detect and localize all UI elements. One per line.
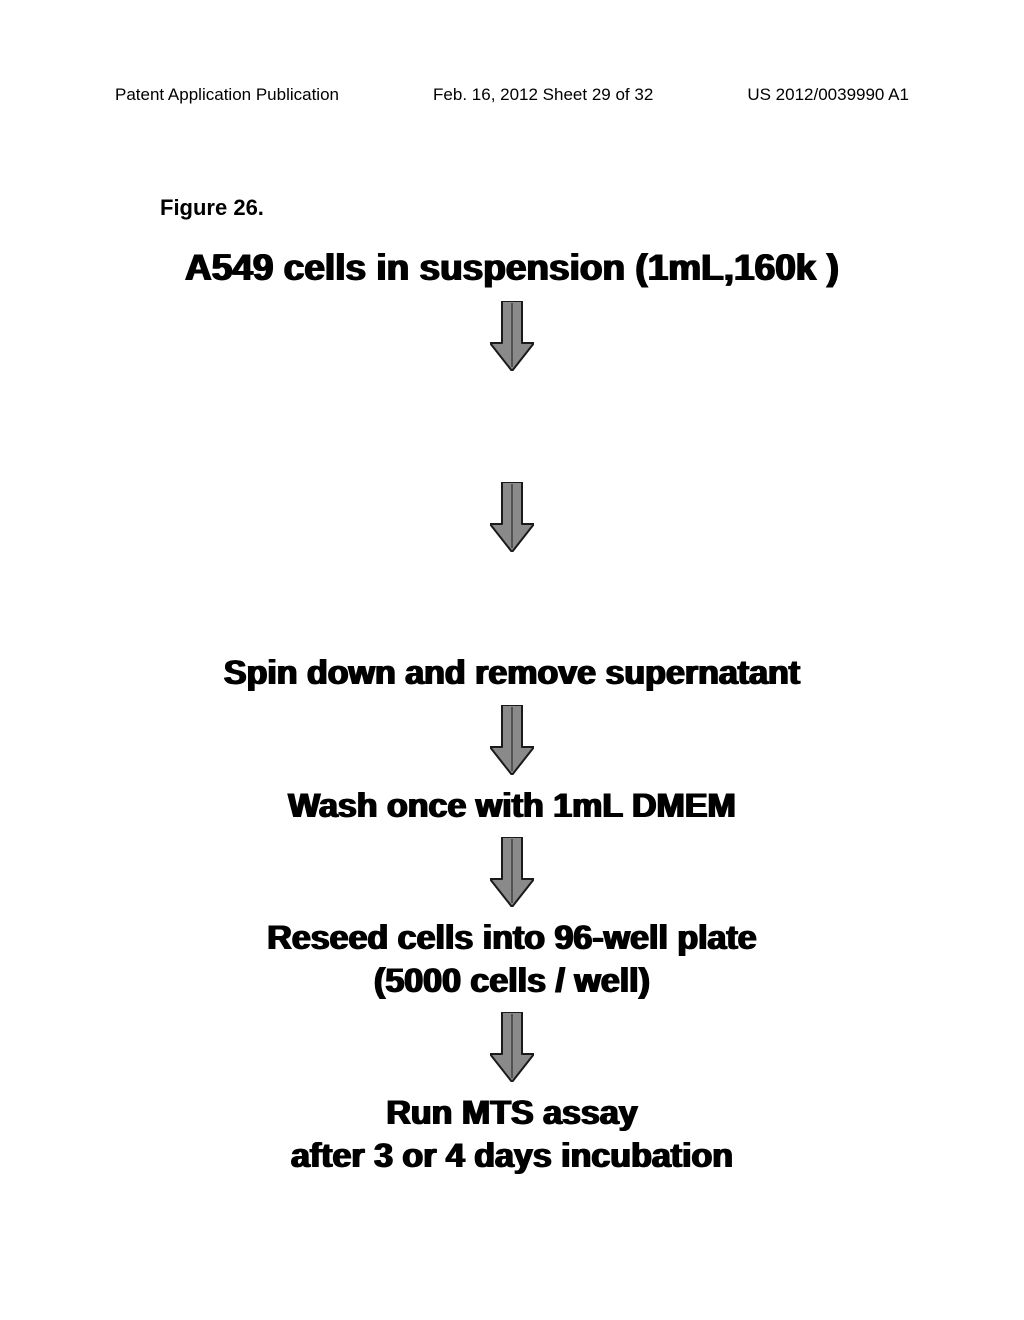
down-arrow-icon (490, 837, 534, 907)
patent-header: Patent Application Publication Feb. 16, … (115, 85, 909, 105)
flowchart-step: Spin down and remove supernatant (224, 652, 800, 695)
flowchart-step: Wash once with 1mL DMEM (288, 785, 736, 828)
down-arrow-icon (490, 301, 534, 371)
header-center: Feb. 16, 2012 Sheet 29 of 32 (433, 85, 653, 105)
figure-label: Figure 26. (160, 195, 264, 221)
down-arrow-icon (490, 705, 534, 775)
down-arrow-icon (490, 482, 534, 552)
flowchart-step: Reseed cells into 96-well plate(5000 cel… (267, 917, 756, 1002)
header-left: Patent Application Publication (115, 85, 339, 105)
flowchart: A549 cells in suspension (1mL,160k ) Spin… (0, 245, 1024, 1177)
header-right: US 2012/0039990 A1 (747, 85, 909, 105)
down-arrow-icon (490, 1012, 534, 1082)
flowchart-step: Run MTS assayafter 3 or 4 days incubatio… (291, 1092, 733, 1177)
flowchart-step: A549 cells in suspension (1mL,160k ) (185, 245, 839, 291)
